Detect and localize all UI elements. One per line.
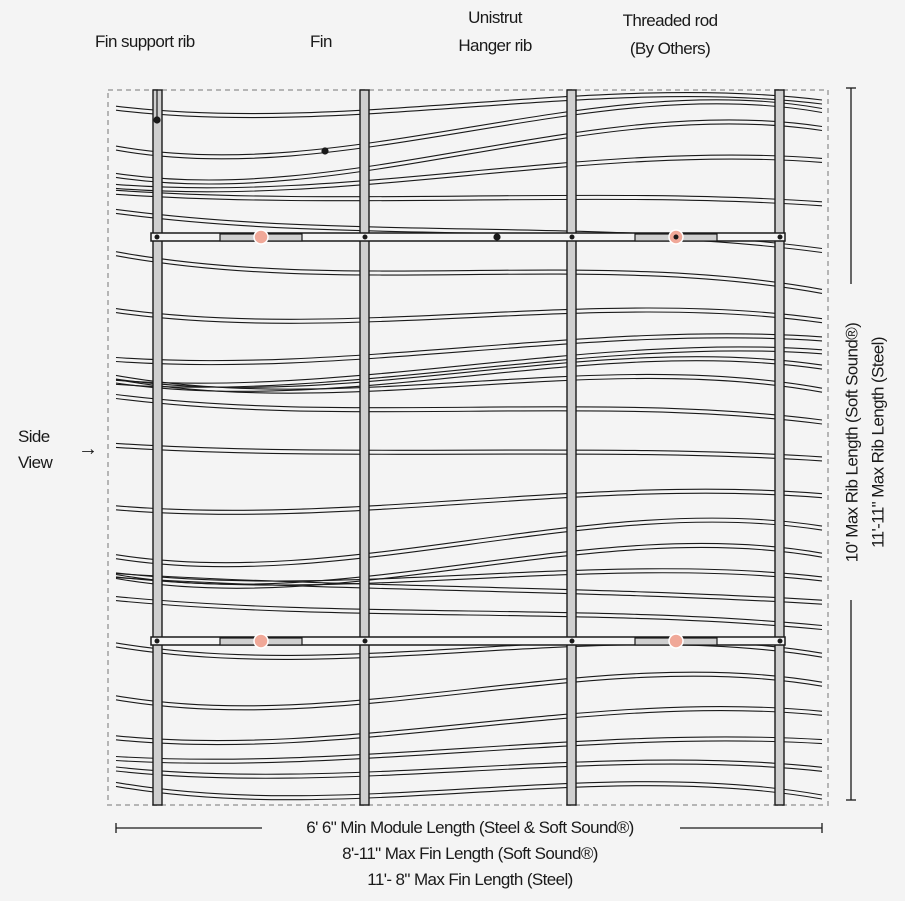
fin-support-rib-1	[152, 89, 163, 806]
fin	[115, 92, 823, 115]
threaded-rod	[253, 633, 269, 649]
fin	[115, 705, 823, 742]
fin	[115, 208, 823, 250]
fin	[115, 158, 823, 193]
hanger-rib-bottom	[150, 636, 786, 646]
fin	[115, 671, 823, 707]
fin	[115, 600, 823, 631]
fin	[115, 346, 823, 384]
fin	[115, 377, 823, 394]
threaded-rod-marker	[673, 234, 679, 240]
fin	[115, 675, 823, 711]
bolt-dot	[154, 234, 160, 240]
fin	[115, 781, 823, 797]
fin	[115, 596, 823, 627]
fin	[115, 99, 823, 156]
fin	[115, 307, 823, 320]
clamp-plates	[219, 233, 718, 646]
fin	[115, 193, 823, 207]
fin	[115, 123, 823, 185]
side-view-arrow-icon: →	[78, 438, 98, 460]
bottom-dimension-label: 6' 6" Min Module Length (Steel & Soft So…	[240, 819, 700, 888]
hanger-rib-top	[150, 232, 786, 242]
fin	[115, 709, 823, 746]
bottom-dim-text-3: 11'- 8" Max Fin Length (Steel)	[367, 870, 573, 889]
fin	[115, 442, 823, 458]
right-dim-text-1: 10' Max Rib Length (Soft Sound®)	[842, 322, 862, 563]
module-outline	[107, 89, 829, 806]
bolt-dot	[362, 234, 368, 240]
fin	[115, 785, 823, 801]
fin	[115, 759, 823, 775]
fin	[115, 255, 823, 294]
threaded-rod-label-line2: (By Others)	[629, 39, 711, 58]
fin-label: Fin	[310, 32, 332, 51]
fin	[115, 488, 823, 511]
fin	[115, 189, 823, 203]
fin	[115, 119, 823, 181]
fin	[115, 397, 823, 425]
fin	[115, 373, 823, 390]
bolt-dot	[154, 638, 160, 644]
unistrut-label: Unistrut Hanger rib	[440, 9, 550, 54]
fin	[115, 542, 823, 585]
fin	[115, 492, 823, 515]
side-view-label: Side View	[18, 427, 53, 472]
fin	[115, 517, 823, 564]
callout-dot	[321, 147, 329, 155]
bolt-dot	[777, 234, 783, 240]
bolt-dot	[569, 638, 575, 644]
fin	[115, 393, 823, 421]
fin	[115, 103, 823, 160]
fin	[115, 96, 823, 119]
fin	[115, 572, 823, 586]
callout-dot	[493, 233, 501, 241]
fin-support-rib-label: Fin support rib	[95, 32, 195, 51]
threaded-rods	[253, 229, 684, 649]
callout-markers	[153, 90, 501, 241]
bottom-dimension	[115, 823, 823, 833]
fin	[115, 577, 823, 605]
unistrut-label-line2: Hanger rib	[458, 36, 532, 55]
threaded-rod-label-line1: Threaded rod	[622, 11, 718, 30]
fin-support-rib-4	[774, 89, 785, 806]
fin	[115, 251, 823, 290]
bolt-dot	[362, 638, 368, 644]
threaded-rod	[253, 229, 269, 245]
bottom-dim-text-2: 8'-11" Max Fin Length (Soft Sound®)	[342, 844, 598, 863]
fin	[115, 154, 823, 189]
threaded-rod-label: Threaded rod (By Others)	[600, 12, 740, 57]
bolt-dots	[154, 234, 783, 644]
right-dimension	[846, 87, 856, 801]
fin	[115, 644, 823, 660]
callout-dot	[153, 116, 161, 124]
fin	[115, 333, 823, 362]
threaded-rod	[668, 633, 684, 649]
fin	[115, 568, 823, 582]
fin	[115, 763, 823, 779]
right-dim-text-2: 11'-11" Max Rib Length (Steel)	[868, 337, 888, 548]
unistrut-label-line1: Unistrut	[468, 8, 522, 27]
side-view-line2: View	[18, 453, 53, 472]
hanger-ribs	[150, 232, 786, 646]
fin	[115, 446, 823, 462]
bolt-dot	[777, 638, 783, 644]
fin	[115, 740, 823, 764]
fin-support-rib-2	[359, 89, 370, 806]
fins-group	[115, 92, 823, 801]
fin	[115, 736, 823, 760]
fin-support-rib-3	[566, 89, 577, 806]
fin	[115, 337, 823, 366]
fin	[115, 573, 823, 601]
bottom-dim-text-1: 6' 6" Min Module Length (Steel & Soft So…	[306, 818, 634, 837]
side-view-line1: Side	[18, 427, 50, 446]
fin-support-ribs	[152, 89, 785, 806]
bolt-dot	[569, 234, 575, 240]
fin	[115, 311, 823, 324]
fin	[115, 521, 823, 568]
fin	[115, 546, 823, 589]
